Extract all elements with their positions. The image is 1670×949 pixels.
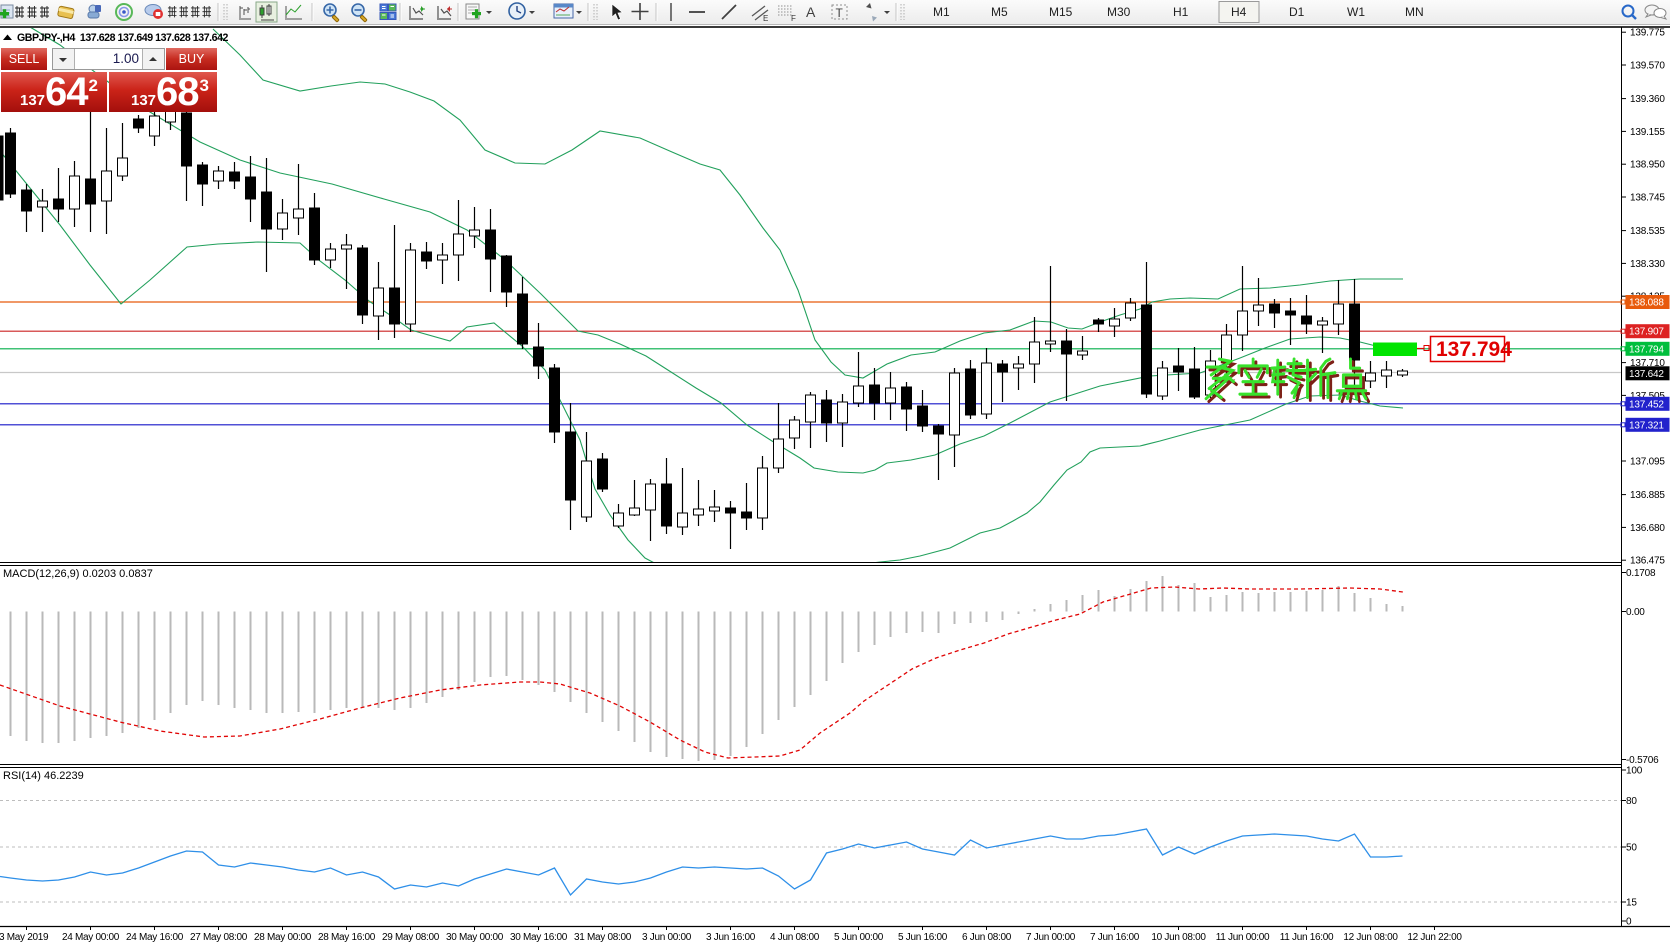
svg-text:29 May 08:00: 29 May 08:00 <box>382 932 440 943</box>
svg-text:80: 80 <box>1626 796 1637 807</box>
svg-text:137.321: 137.321 <box>1629 420 1664 431</box>
svg-text:H1: H1 <box>1173 5 1189 19</box>
svg-text:-0.5706: -0.5706 <box>1626 755 1659 766</box>
svg-text:30 May 00:00: 30 May 00:00 <box>446 932 504 943</box>
svg-text:139.570: 139.570 <box>1630 61 1665 72</box>
svg-text:136.680: 136.680 <box>1630 523 1665 534</box>
svg-text:0.00: 0.00 <box>1626 607 1645 618</box>
svg-text:137.794: 137.794 <box>1629 344 1664 355</box>
svg-text:12 Jun 08:00: 12 Jun 08:00 <box>1343 932 1398 943</box>
svg-text:GBPJPY-,H4 137.628 137.649 13: GBPJPY-,H4 137.628 137.649 137.628 137.6… <box>17 32 229 44</box>
svg-text:0: 0 <box>1626 917 1632 928</box>
svg-text:F: F <box>791 14 796 23</box>
svg-text:H4: H4 <box>1231 5 1247 19</box>
svg-text:136.475: 136.475 <box>1630 556 1665 567</box>
svg-text:W1: W1 <box>1347 5 1365 19</box>
svg-text:138.088: 138.088 <box>1629 298 1664 309</box>
svg-text:24 May 00:00: 24 May 00:00 <box>62 932 120 943</box>
svg-text:12 Jun 22:00: 12 Jun 22:00 <box>1407 932 1462 943</box>
svg-text:137.907: 137.907 <box>1629 327 1664 338</box>
svg-text:136.885: 136.885 <box>1630 490 1665 501</box>
svg-text:7 Jun 16:00: 7 Jun 16:00 <box>1090 932 1140 943</box>
svg-text:4 Jun 08:00: 4 Jun 08:00 <box>770 932 820 943</box>
svg-text:137.794: 137.794 <box>1436 338 1512 361</box>
svg-text:D1: D1 <box>1289 5 1305 19</box>
svg-text:M1: M1 <box>933 5 950 19</box>
svg-text:6 Jun 08:00: 6 Jun 08:00 <box>962 932 1012 943</box>
svg-text:138.535: 138.535 <box>1630 226 1665 237</box>
svg-text:139.775: 139.775 <box>1630 28 1665 39</box>
svg-text:M5: M5 <box>991 5 1008 19</box>
svg-text:A: A <box>806 4 816 20</box>
svg-text:M30: M30 <box>1107 5 1131 19</box>
svg-text:137.095: 137.095 <box>1630 457 1665 468</box>
svg-text:M15: M15 <box>1049 5 1073 19</box>
svg-text:5 Jun 16:00: 5 Jun 16:00 <box>898 932 948 943</box>
svg-text:MN: MN <box>1405 5 1424 19</box>
svg-text:30 May 16:00: 30 May 16:00 <box>510 932 568 943</box>
svg-text:138.330: 138.330 <box>1630 259 1665 270</box>
svg-text:7 Jun 00:00: 7 Jun 00:00 <box>1026 932 1076 943</box>
svg-text:3 Jun 00:00: 3 Jun 00:00 <box>642 932 692 943</box>
svg-text:23 May 2019: 23 May 2019 <box>0 932 49 943</box>
svg-text:15: 15 <box>1626 898 1637 909</box>
svg-text:11 Jun 16:00: 11 Jun 16:00 <box>1280 932 1334 943</box>
svg-text:11 Jun 00:00: 11 Jun 00:00 <box>1216 932 1270 943</box>
svg-text:139.155: 139.155 <box>1630 127 1665 138</box>
svg-text:MACD(12,26,9) 0.0203 0.0837: MACD(12,26,9) 0.0203 0.0837 <box>3 568 153 580</box>
svg-text:24 May 16:00: 24 May 16:00 <box>126 932 184 943</box>
svg-text:137.452: 137.452 <box>1629 399 1664 410</box>
svg-text:139.360: 139.360 <box>1630 94 1665 105</box>
svg-text:100: 100 <box>1626 766 1643 777</box>
svg-text:RSI(14) 46.2239: RSI(14) 46.2239 <box>3 770 84 782</box>
svg-text:28 May 16:00: 28 May 16:00 <box>318 932 376 943</box>
svg-text:137.642: 137.642 <box>1629 369 1664 380</box>
svg-text:28 May 00:00: 28 May 00:00 <box>254 932 312 943</box>
svg-text:138.950: 138.950 <box>1630 160 1665 171</box>
svg-text:27 May 08:00: 27 May 08:00 <box>190 932 248 943</box>
svg-text:137.505: 137.505 <box>1630 391 1665 402</box>
svg-text:T: T <box>836 6 844 20</box>
svg-text:10 Jun 08:00: 10 Jun 08:00 <box>1151 932 1206 943</box>
svg-text:138.745: 138.745 <box>1630 193 1665 204</box>
svg-text:5 Jun 00:00: 5 Jun 00:00 <box>834 932 884 943</box>
svg-text:3 Jun 16:00: 3 Jun 16:00 <box>706 932 756 943</box>
svg-text:0.1708: 0.1708 <box>1626 568 1656 579</box>
svg-text:31 May 08:00: 31 May 08:00 <box>574 932 632 943</box>
svg-text:137.710: 137.710 <box>1630 358 1665 369</box>
svg-text:50: 50 <box>1626 843 1637 854</box>
svg-text:E: E <box>763 14 768 23</box>
